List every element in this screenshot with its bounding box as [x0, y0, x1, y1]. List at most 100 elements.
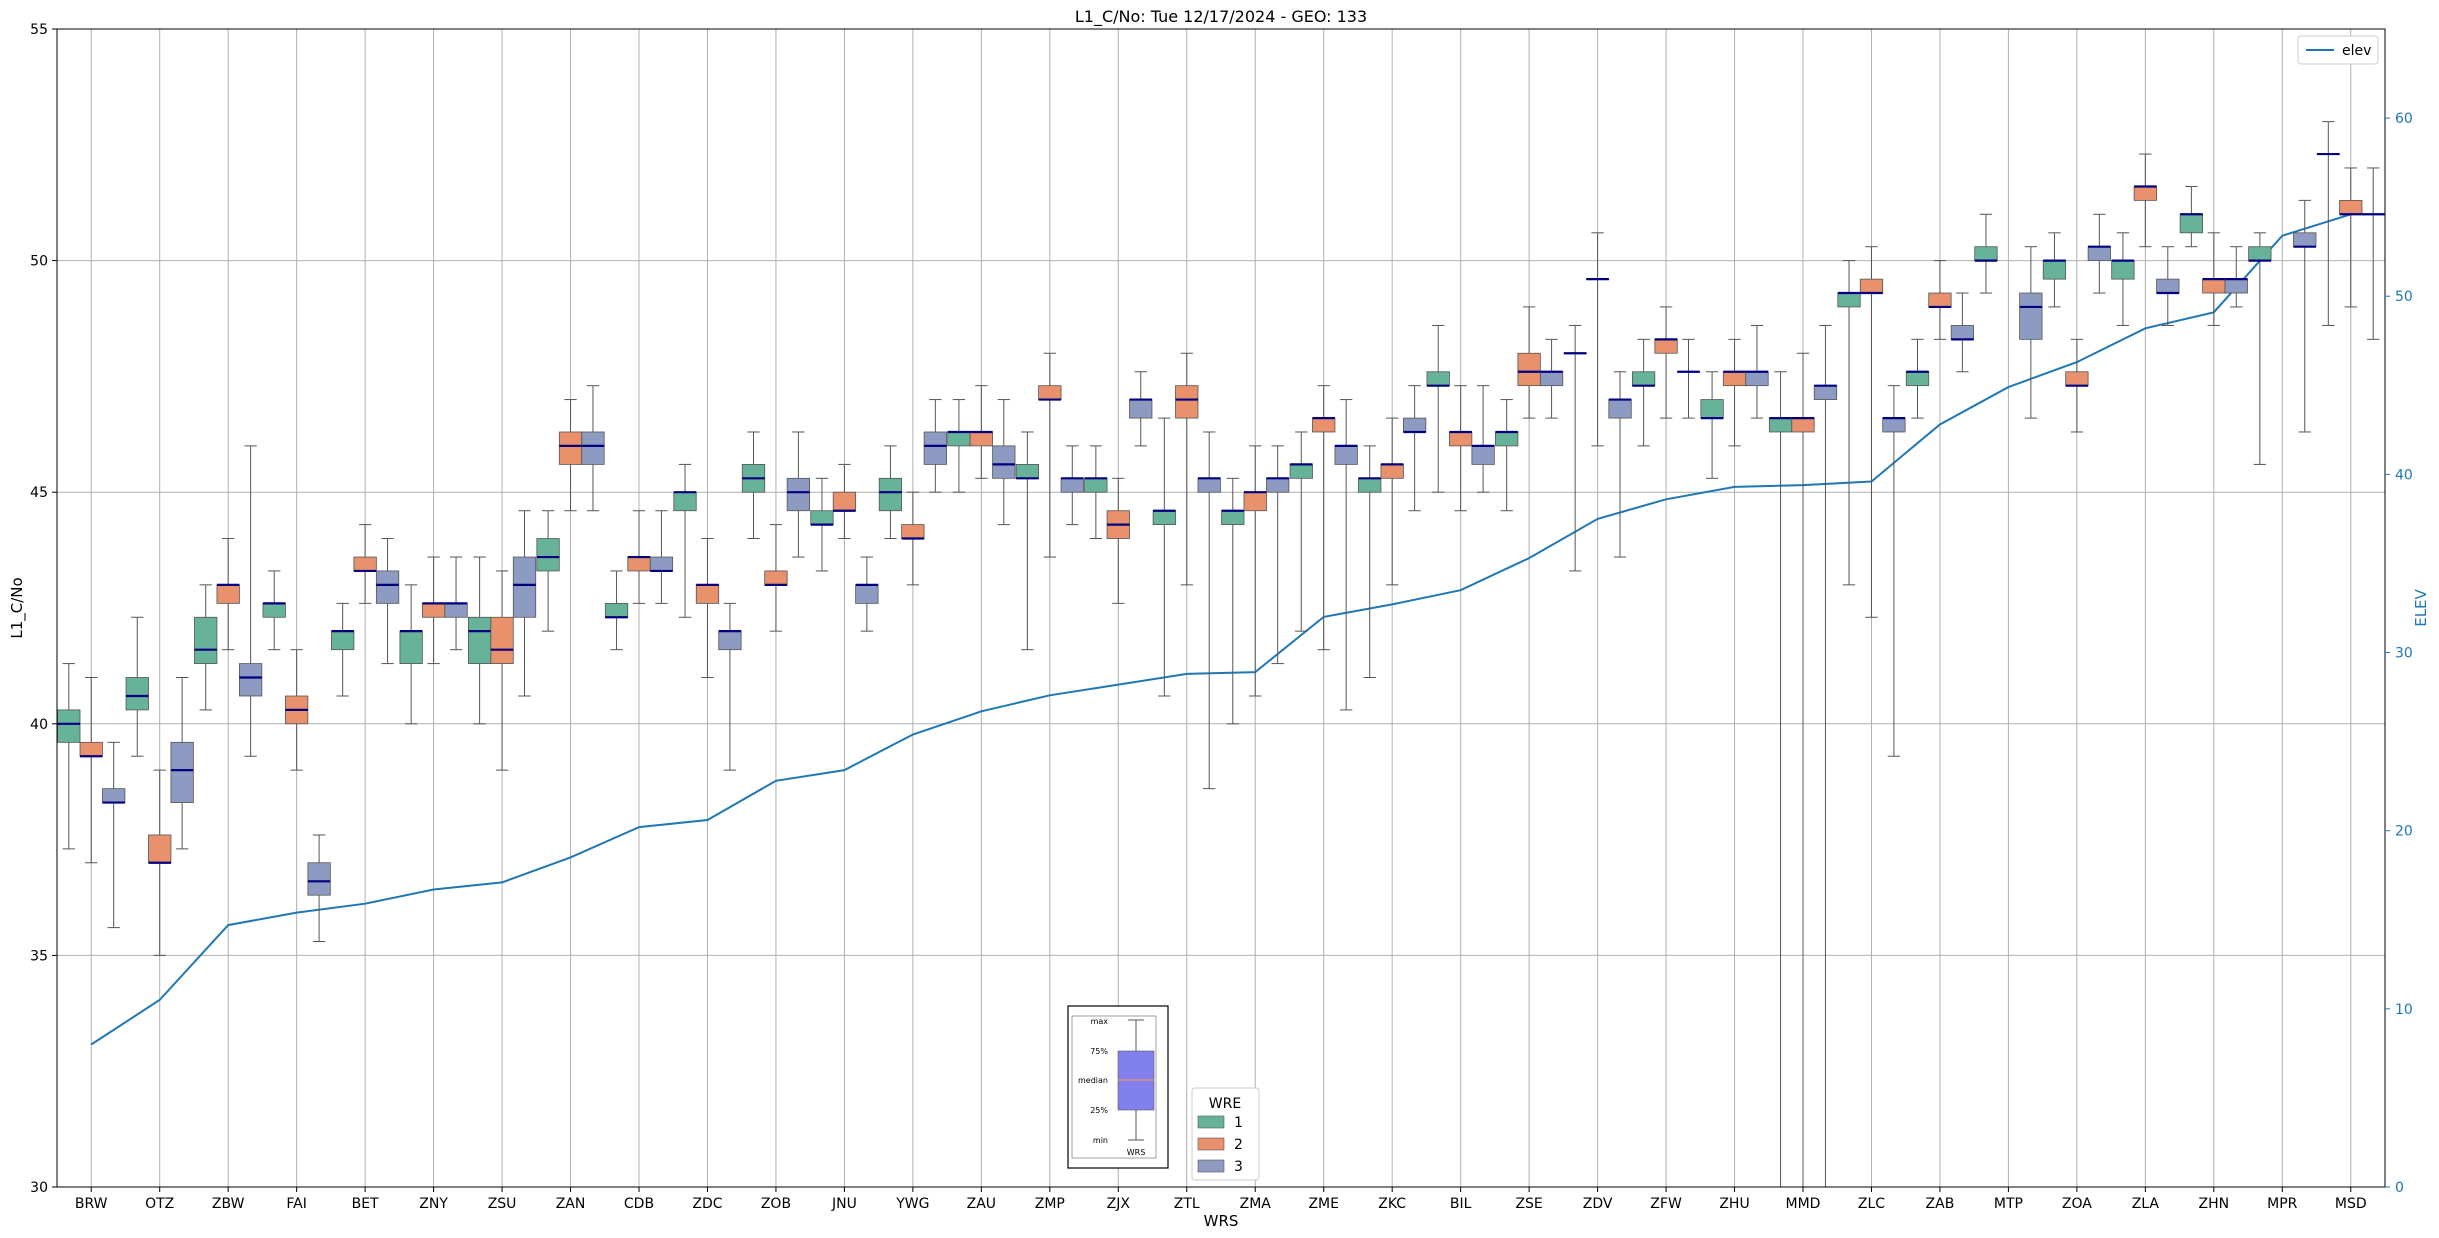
iqr-zoa-wre2 [2065, 371, 2089, 387]
iqr-zlc-wre1 [1837, 292, 1861, 308]
iqr-ywg-wre2 [901, 524, 925, 539]
iqr-zme-wre2 [1312, 417, 1336, 433]
wre-legend-label-3: 3 [1234, 1159, 1243, 1175]
x-tick-label-zhu: ZHU [1719, 1196, 1749, 1212]
y2-tick-label-10: 10 [2395, 1002, 2413, 1018]
x-tick-label-fai: FAI [286, 1196, 306, 1212]
y-axis-right: 0 10 20 30 40 50 60 [2385, 111, 2413, 1196]
iqr-zla-wre3 [2156, 278, 2180, 294]
iqr-bil-wre2 [1449, 431, 1473, 447]
box-ztl-wre3 [1197, 431, 1221, 790]
wre-legend-label-2: 2 [1234, 1137, 1243, 1153]
x-axis: BRW OTZ ZBW FAI BET ZNY ZSU ZAN CDB ZDC ZOB JNU YWG Z… [75, 1187, 2367, 1212]
y-tick-label-50: 50 [30, 254, 48, 270]
x-tick-label-zse: ZSE [1515, 1196, 1542, 1212]
inset-label-min: min [1093, 1136, 1108, 1145]
wre-legend: WRE 1 2 3 [1191, 1087, 1260, 1181]
box-zdc-wre3 [718, 602, 742, 771]
box-zlc-wre1 [1837, 260, 1861, 586]
iqr-zau-wre2 [969, 431, 993, 447]
box-zau-wre3 [992, 399, 1016, 526]
x-tick-label-zsu: ZSU [488, 1196, 517, 1212]
iqr-zhn-wre3 [2224, 278, 2248, 294]
iqr-zdc-wre1 [673, 491, 697, 512]
box-zma-wre1 [1221, 477, 1245, 725]
box-ywg-wre1 [878, 445, 903, 540]
chart-title: L1_C/No: Tue 12/17/2024 - GEO: 133 [1075, 7, 1367, 27]
wre-legend-title: WRE [1209, 1096, 1241, 1112]
box-zsu-wre2 [490, 570, 514, 771]
iqr-zab-wre2 [1928, 292, 1952, 308]
x-tick-label-zla: ZLA [2132, 1196, 2160, 1212]
inset-label-max: max [1091, 1017, 1109, 1026]
box-bet-wre2 [353, 524, 377, 604]
box-zlc-wre2 [1859, 246, 1884, 618]
iqr-zan-wre2 [558, 431, 583, 465]
plot-frame [56, 28, 2386, 1188]
wre-legend-swatch-1 [1197, 1115, 1225, 1129]
iqr-zse-wre2 [1517, 352, 1541, 387]
iqr-zny-wre1 [399, 630, 423, 664]
box-zjx-wre2 [1106, 477, 1130, 604]
box-zdc-wre2 [695, 538, 720, 678]
y2-tick-label-60: 60 [2395, 111, 2413, 127]
iqr-zny-wre3 [444, 602, 468, 618]
iqr-zab-wre3 [1950, 325, 1975, 340]
y-tick-label-35: 35 [30, 948, 48, 964]
box-bil-wre2 [1449, 385, 1473, 512]
iqr-cdb-wre3 [649, 556, 674, 572]
box-zoa-wre1 [2042, 232, 2067, 308]
box-mmd-wre2 [1791, 352, 1815, 1187]
y2-tick-label-20: 20 [2395, 824, 2413, 840]
box-otz-wre2 [148, 769, 172, 956]
box-zab-wre2 [1928, 260, 1952, 340]
x-tick-label-zhn: ZHN [2199, 1196, 2230, 1212]
x-tick-label-otz: OTZ [145, 1196, 174, 1212]
box-zfw-wre1 [1631, 338, 1656, 447]
iqr-zoa-wre3 [2087, 246, 2111, 261]
y-tick-label-40: 40 [30, 717, 48, 733]
x-tick-label-zme: ZME [1308, 1196, 1339, 1212]
elev-legend-label: elev [2342, 43, 2371, 59]
iqr-zkc-wre3 [1403, 417, 1427, 433]
box-zhn-wre3 [2224, 246, 2248, 308]
box-cdb-wre2 [627, 510, 651, 604]
box-zab-wre1 [1905, 338, 1930, 419]
box-zse-wre2 [1517, 306, 1541, 419]
iqr-fai-wre3 [307, 862, 331, 896]
x-tick-label-mtp: MTP [1994, 1196, 2023, 1212]
x-tick-label-zob: ZOB [761, 1196, 791, 1212]
iqr-zjx-wre1 [1084, 477, 1108, 493]
elev-line [90, 213, 2352, 1046]
y-axis-title: L1_C/No [8, 577, 27, 638]
wre-legend-swatch-2 [1197, 1137, 1225, 1151]
iqr-ywg-wre3 [923, 431, 947, 465]
box-zbw-wre3 [239, 445, 263, 757]
box-zhu-wre2 [1722, 338, 1747, 447]
box-fai-wre3 [307, 834, 331, 943]
iqr-zau-wre1 [947, 431, 971, 447]
box-otz-wre3 [170, 676, 194, 850]
iqr-mtp-wre3 [2019, 292, 2043, 340]
iqr-zkc-wre2 [1380, 464, 1404, 479]
box-mtp-wre1 [1974, 213, 1998, 294]
elev-legend-frame [2297, 35, 2379, 65]
box-bil-wre1 [1426, 324, 1450, 493]
iqr-zjx-wre3 [1129, 399, 1153, 419]
box-zoa-wre3 [2087, 213, 2111, 294]
box-zdv-wre3 [1608, 371, 1632, 558]
x-tick-label-bet: BET [352, 1196, 379, 1212]
x-tick-label-zmp: ZMP [1035, 1196, 1065, 1212]
iqr-zob-wre2 [764, 570, 788, 586]
iqr-zla-wre2 [2133, 186, 2157, 201]
wre-legend-label-1: 1 [1234, 1115, 1243, 1131]
box-brw-wre2 [79, 676, 103, 864]
y-axis-left: 30 35 40 45 50 55 [30, 22, 57, 1196]
iqr-zlc-wre2 [1859, 278, 1884, 294]
x-tick-label-zbw: ZBW [212, 1196, 245, 1212]
box-zoa-wre2 [2065, 338, 2089, 433]
box-msd-wre2 [2339, 167, 2363, 308]
iqr-zme-wre3 [1334, 445, 1358, 465]
box-zfw-wre3 [1676, 338, 1701, 419]
iqr-bil-wre3 [1471, 445, 1495, 465]
